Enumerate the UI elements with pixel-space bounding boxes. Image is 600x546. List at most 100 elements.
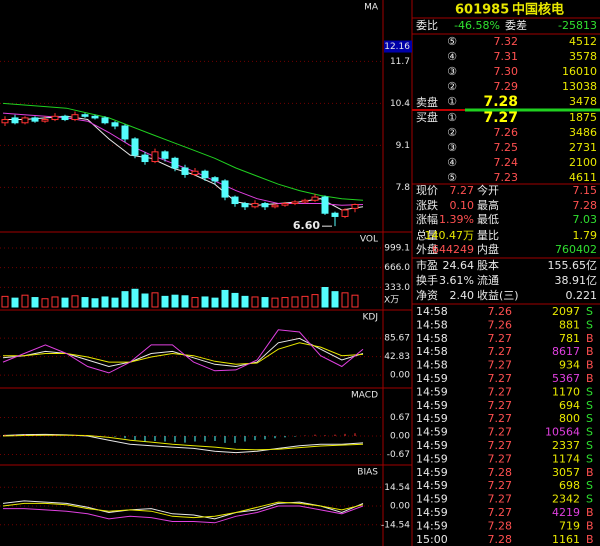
volume-bar <box>301 295 309 308</box>
level: ① <box>447 95 457 108</box>
indicator-line <box>2 434 364 451</box>
tick-volume: 5367 <box>552 372 580 385</box>
y-tick-label: 999.1 <box>384 243 410 253</box>
stat-value: 1.39% <box>439 213 474 226</box>
volume-bar <box>151 292 159 308</box>
volume-bar <box>311 294 319 308</box>
candle-body <box>41 119 49 122</box>
volume-bar <box>41 298 49 308</box>
tick-side: S <box>586 385 593 398</box>
tick-volume: 881 <box>559 318 580 331</box>
candle-body <box>251 203 259 208</box>
volume-bar <box>291 296 299 308</box>
stat-label: 最高 <box>477 198 499 212</box>
volume-bar <box>71 295 79 308</box>
stock-name: 中国核电 <box>512 2 564 18</box>
stat-value: 7.27 <box>450 184 475 197</box>
order-price: 7.24 <box>494 156 519 169</box>
level: ④ <box>447 156 457 169</box>
stat-label: 股本 <box>477 258 499 272</box>
stat-value: 3.61% <box>439 274 474 287</box>
candle-body <box>11 117 19 124</box>
volume-bar <box>281 297 289 308</box>
tick-volume: 4219 <box>552 506 580 519</box>
stock-code: 601985 <box>455 3 509 18</box>
volume-bar <box>91 298 99 308</box>
y-tick-label: 11.7 <box>390 57 410 67</box>
tick-price: 7.27 <box>488 493 513 506</box>
stat-value: 140.47万 <box>425 229 475 242</box>
candle-body <box>171 157 179 169</box>
unit-label: X万 <box>384 296 399 306</box>
order-price: 7.23 <box>494 171 519 184</box>
tick-volume: 2337 <box>552 439 580 452</box>
high-marker <box>384 40 412 53</box>
tick-side: B <box>586 533 594 546</box>
tick-side: S <box>586 479 593 492</box>
indicator-line <box>2 501 364 519</box>
volume-bar <box>81 297 89 308</box>
indicator-line <box>2 500 364 520</box>
volume-bar <box>251 296 259 308</box>
tick-time: 14:59 <box>416 412 448 425</box>
stat-label: 现价 <box>416 184 438 197</box>
level: ② <box>447 126 457 139</box>
candle-body <box>181 167 189 175</box>
tick-price: 7.27 <box>488 372 513 385</box>
candle-body <box>1 119 9 124</box>
pane-label: MACD <box>351 391 378 401</box>
tick-side: B <box>586 359 594 372</box>
candle-body <box>91 115 99 119</box>
order-price: 7.32 <box>494 35 519 48</box>
volume-bar <box>261 297 269 308</box>
order-price: 7.28 <box>483 94 518 110</box>
volume-bar <box>331 291 339 308</box>
volume-bar <box>321 287 329 308</box>
tick-price: 7.26 <box>488 305 513 318</box>
tick-time: 14:59 <box>416 493 448 506</box>
tick-volume: 1170 <box>552 385 580 398</box>
tick-time: 14:59 <box>416 519 448 532</box>
candle-body <box>291 201 299 205</box>
pane-label: VOL <box>360 235 378 245</box>
stat-label: 净资 <box>416 288 438 302</box>
low-label: 6.60 <box>293 219 320 232</box>
volume-bar <box>161 295 169 308</box>
volume-bar <box>341 292 349 308</box>
stat-label: 今开 <box>477 183 499 197</box>
tick-side: S <box>586 426 593 439</box>
stat-label: 涨跌 <box>416 198 438 212</box>
y-tick-label: 0.00 <box>390 371 410 381</box>
stat-value: 1.79 <box>573 229 598 242</box>
tick-side: S <box>586 318 593 331</box>
y-tick-label: 42.83 <box>384 352 410 362</box>
tick-side: B <box>586 506 594 519</box>
indicator-line <box>2 102 364 201</box>
tick-price: 7.27 <box>488 399 513 412</box>
stat-label: 收益(三) <box>477 288 519 302</box>
tick-volume: 934 <box>559 359 580 372</box>
label: 委比 <box>416 19 438 32</box>
level: ② <box>447 80 457 93</box>
stat-label: 市盈 <box>416 258 438 272</box>
volume-bar <box>61 297 69 308</box>
tick-price: 7.26 <box>488 318 513 331</box>
tick-side: B <box>586 466 594 479</box>
level: ③ <box>447 65 457 78</box>
candle-body <box>331 212 339 217</box>
volume-bar <box>31 297 39 308</box>
candle-body <box>121 125 129 140</box>
volume-bar <box>231 292 239 308</box>
order-volume: 4512 <box>569 35 597 48</box>
candle-body <box>31 117 39 122</box>
level: ⑤ <box>447 171 457 184</box>
stat-value: 38.91亿 <box>555 274 598 287</box>
tick-volume: 1174 <box>552 452 580 465</box>
pane-label: KDJ <box>363 313 379 323</box>
y-tick-label: 14.54 <box>384 483 410 493</box>
label: 买盘 <box>416 110 438 124</box>
candle-body <box>81 114 89 117</box>
candle-body <box>161 151 169 159</box>
y-tick-label: 10.4 <box>390 99 410 109</box>
